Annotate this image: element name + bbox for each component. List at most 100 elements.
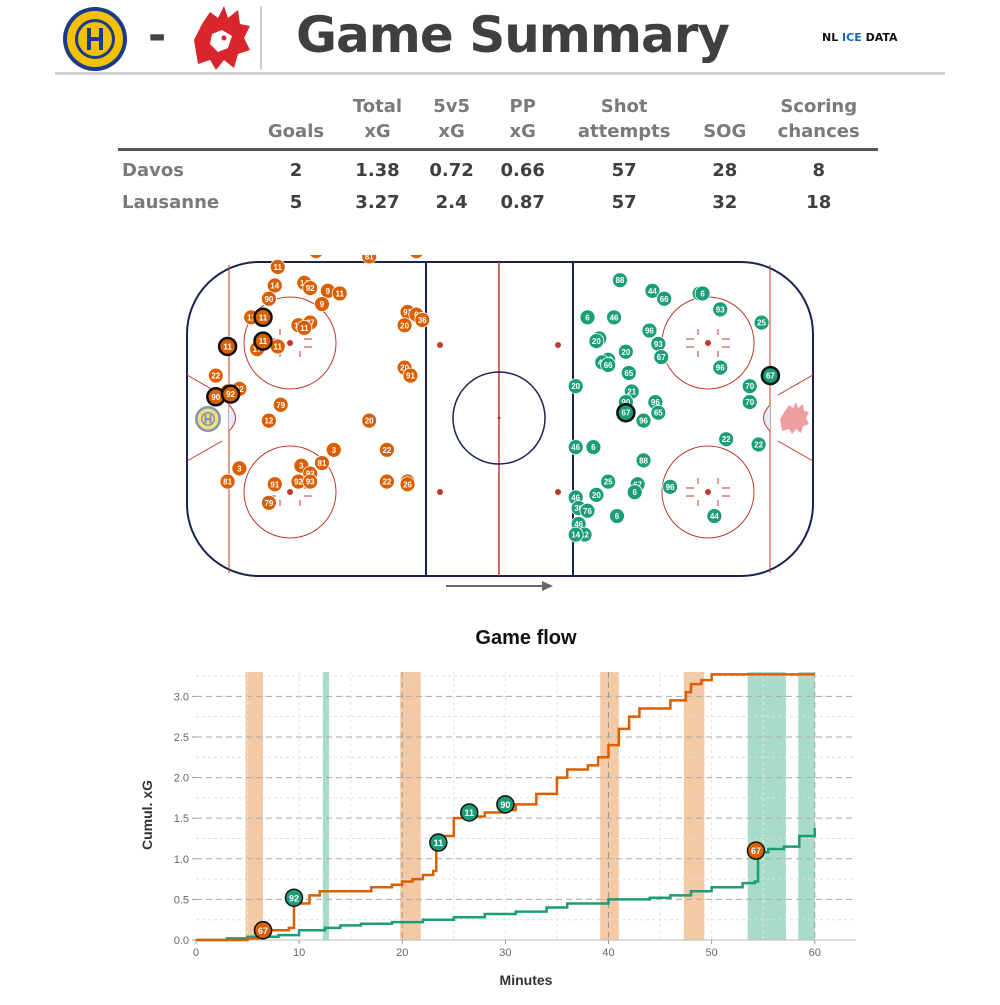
lausanne-shot: 93 [650,335,667,352]
svg-text:3: 3 [237,464,242,473]
davos-shot: 3 [231,460,248,477]
davos-logo [63,7,127,71]
brand-ice: ICE [842,31,862,44]
svg-text:66: 66 [660,295,669,304]
svg-text:14: 14 [571,531,580,540]
svg-text:49: 49 [412,255,421,256]
stat-value: 28 [712,159,738,181]
lausanne-shot: 44 [706,508,723,524]
y-tick-label: 2.0 [174,773,189,785]
lausanne-xg-line [196,827,816,942]
svg-text:20: 20 [365,417,374,426]
svg-text:93: 93 [716,305,725,314]
col-sog: SOG [690,92,760,151]
svg-text:6: 6 [591,443,596,452]
lausanne-shot: 22 [750,436,767,453]
lausanne-shot: 66 [600,357,617,373]
header-rule [55,72,945,75]
davos-pp-band [245,672,264,940]
davos-shot: 36 [414,312,431,328]
svg-text:96: 96 [651,398,660,407]
svg-text:65: 65 [624,369,633,378]
col-total-xg: Total xG [338,92,417,151]
stat-value: 0.72 [429,159,474,181]
faceoff-circle-bl [243,445,337,539]
davos-shot: 20 [361,412,378,429]
svg-text:11: 11 [300,324,309,333]
davos-shot: 91 [266,476,283,493]
svg-text:46: 46 [574,520,583,529]
table-row: Davos 2 1.38 0.72 0.66 57 28 8 [118,150,878,184]
svg-text:81: 81 [365,255,374,261]
x-tick-label: 0 [193,947,199,959]
svg-text:93: 93 [306,478,315,487]
svg-text:46: 46 [571,494,580,503]
rink-lausanne-logo [780,402,809,434]
header-divider [260,6,262,70]
y-tick-label: 0.5 [174,894,189,906]
svg-text:21: 21 [627,388,636,397]
davos-shot: 79 [272,396,289,413]
svg-text:88: 88 [615,276,624,285]
svg-text:6: 6 [615,512,620,521]
davos-goal-marker: 67 [253,921,273,940]
svg-text:9: 9 [320,300,325,309]
lausanne-goal-marker: 90 [496,795,515,814]
svg-text:6: 6 [700,289,705,298]
y-tick-label: 0.0 [174,935,189,947]
svg-text:22: 22 [382,478,391,487]
lausanne-shot: 6 [585,439,602,456]
svg-text:67: 67 [751,846,761,856]
davos-goal: 11 [253,331,273,351]
col-shot-attempts: Shot attempts [558,92,691,151]
davos-goal: 11 [253,307,273,328]
davos-shot: 11 [296,320,313,336]
davos-shot: 20 [396,317,413,334]
davos-shot: 81 [361,255,378,265]
stat-value: 57 [611,159,637,181]
svg-text:88: 88 [639,456,648,465]
lausanne-goal-marker: 92 [284,888,304,908]
svg-text:25: 25 [604,478,613,487]
davos-shot: 22 [378,473,395,490]
svg-text:79: 79 [276,401,285,410]
svg-text:22: 22 [722,435,731,444]
svg-text:11: 11 [274,342,283,351]
x-tick-label: 10 [293,947,305,959]
svg-text:17: 17 [253,345,262,354]
lausanne-pp-band [798,672,815,940]
series-lines [196,673,816,942]
davos-shot: 79 [261,494,277,511]
svg-text:11: 11 [434,838,444,848]
svg-text:26: 26 [403,480,412,489]
davos-shot: 22 [378,441,395,458]
svg-text:11: 11 [259,337,268,346]
svg-text:11: 11 [259,313,268,322]
x-tick-label: 20 [396,947,408,959]
svg-text:67: 67 [621,409,630,418]
center-circle [452,371,546,465]
lausanne-shot: 20 [588,486,605,503]
lausanne-shot: 44 [644,282,661,299]
lausanne-shot: 25 [600,473,617,490]
lausanne-shot: 96 [635,412,652,429]
team-name: Davos [122,159,184,181]
lausanne-shot: 6 [694,285,711,302]
svg-text:91: 91 [403,308,412,317]
stat-value: 0.66 [500,159,545,181]
team-name: Lausanne [122,191,220,213]
svg-text:36: 36 [574,504,583,513]
davos-shot: 9 [314,296,330,312]
lausanne-shot: 96 [641,322,658,339]
svg-text:20: 20 [592,337,601,346]
lausanne-shot: 88 [612,272,628,289]
davos-shot: 12 [261,412,277,429]
page-title: Game Summary [296,6,730,64]
svg-text:70: 70 [745,382,754,391]
svg-text:92: 92 [235,385,244,394]
lausanne-shot: 6 [579,309,596,326]
svg-text:6: 6 [585,313,590,322]
svg-text:67: 67 [766,372,775,381]
svg-text:90: 90 [264,295,273,304]
svg-text:3: 3 [299,462,304,471]
